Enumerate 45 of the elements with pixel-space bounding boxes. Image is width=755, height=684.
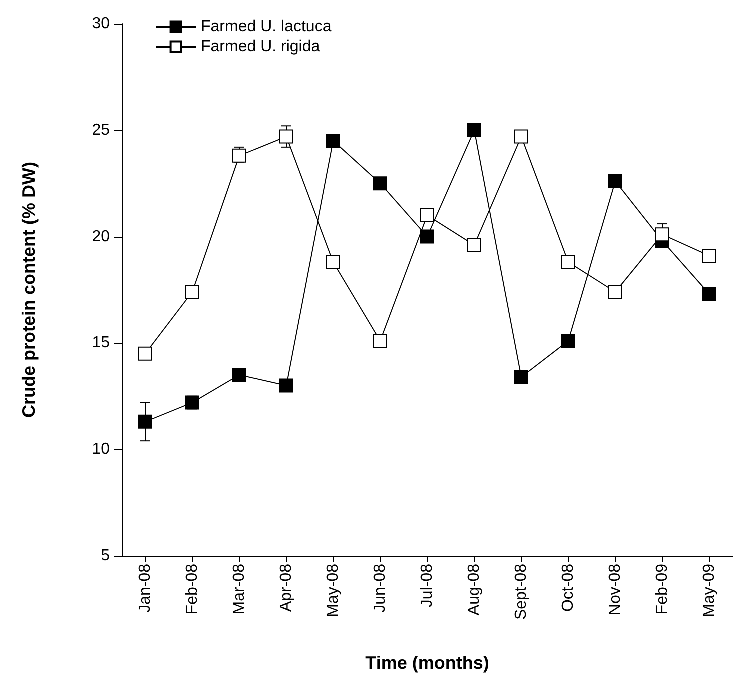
point	[374, 176, 388, 191]
point	[186, 285, 200, 300]
point	[138, 346, 152, 361]
x-tick-label: Feb-08	[184, 564, 201, 615]
point	[326, 255, 340, 270]
x-tick-label: Apr-08	[278, 564, 295, 612]
x-tick-label: Jan-08	[137, 564, 154, 613]
point	[374, 334, 388, 348]
x-tick-label: May-09	[701, 564, 718, 618]
legend-label: Farmed U. rigida	[201, 38, 320, 56]
x-tick-label: Feb-09	[654, 564, 671, 615]
x-tick-label: Mar-08	[231, 564, 248, 615]
point	[608, 174, 622, 188]
x-axis-title: Time (months)	[366, 653, 490, 673]
x-tick-label: Nov-08	[607, 564, 624, 616]
point	[138, 414, 152, 429]
x-tick-label: Sept-08	[513, 564, 530, 620]
point	[514, 130, 528, 144]
point	[468, 238, 482, 252]
point	[608, 285, 622, 300]
y-tick-label: 15	[92, 334, 110, 352]
point	[280, 378, 294, 393]
point	[232, 368, 246, 382]
y-axis-title: Crude protein content (% DW)	[19, 162, 39, 418]
x-tick-label: Jul-08	[419, 564, 436, 608]
point	[562, 255, 576, 270]
x-tick-label: May-08	[325, 564, 342, 618]
y-tick-label: 30	[92, 16, 110, 32]
point	[514, 370, 528, 384]
x-tick-label: Aug-08	[466, 564, 483, 616]
point	[280, 130, 294, 144]
y-tick-label: 10	[92, 441, 110, 458]
point	[702, 287, 716, 302]
point	[326, 134, 340, 148]
y-tick-label: 25	[92, 122, 110, 139]
point	[562, 334, 576, 348]
legend-label: Farmed U. lactuca	[201, 18, 332, 36]
y-tick-label: 5	[101, 548, 110, 564]
point	[420, 230, 434, 244]
point	[656, 228, 670, 242]
x-tick-label: Jun-08	[372, 564, 389, 613]
point	[420, 208, 434, 223]
y-tick-label: 20	[92, 228, 110, 246]
point	[468, 123, 482, 138]
x-tick-label: Oct-08	[560, 564, 577, 612]
